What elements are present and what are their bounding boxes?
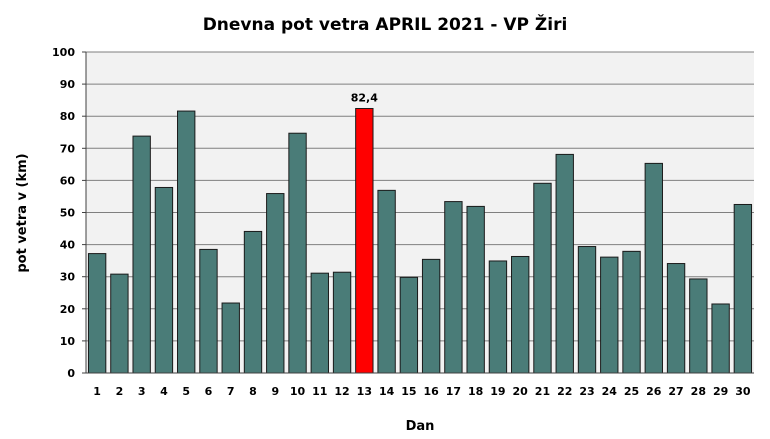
bar [622, 250, 641, 374]
x-tick-label: 7 [227, 385, 235, 398]
x-tick-label: 27 [668, 385, 683, 398]
bar [399, 276, 419, 374]
x-tick-label: 24 [602, 385, 618, 398]
x-tick-label: 13 [357, 385, 372, 398]
bar [87, 253, 107, 374]
x-tick-label: 17 [446, 385, 461, 398]
bar [221, 302, 240, 374]
bar [600, 256, 619, 374]
bar [555, 153, 574, 374]
data-label: 82,4 [351, 91, 378, 104]
bar [310, 272, 329, 374]
y-tick-label: 30 [60, 271, 76, 284]
bar [177, 110, 196, 374]
y-tick-label: 40 [60, 239, 76, 252]
y-axis-ticks: 0 10 20 30 40 50 60 70 80 90 100 [52, 46, 754, 380]
x-tick-label: 9 [271, 385, 279, 398]
bar [132, 135, 151, 374]
y-tick-label: 0 [67, 367, 75, 380]
bar [266, 193, 285, 374]
y-tick-label: 100 [52, 46, 75, 59]
y-tick-label: 10 [60, 335, 76, 348]
y-axis-title: pot vetra v (km) [15, 153, 30, 272]
x-tick-label: 3 [138, 385, 146, 398]
x-tick-label: 28 [691, 385, 706, 398]
y-tick-label: 20 [60, 303, 76, 316]
x-tick-label: 5 [182, 385, 190, 398]
x-tick-label: 22 [557, 385, 572, 398]
y-tick-label: 90 [60, 78, 76, 91]
x-axis-ticks: 1 2 3 4 5 6 7 8 9 10 11 12 13 14 15 16 17 18 19 20 21 22 23 24 2… [93, 385, 751, 398]
bar [421, 258, 441, 374]
x-tick-label: 14 [379, 385, 395, 398]
x-tick-label: 12 [334, 385, 349, 398]
bar [288, 132, 307, 374]
bar [644, 162, 663, 374]
bar [577, 246, 597, 374]
x-tick-label: 1 [93, 385, 101, 398]
bar [711, 303, 730, 374]
x-tick-label: 11 [312, 385, 327, 398]
x-tick-label: 8 [249, 385, 257, 398]
bar [511, 255, 530, 374]
x-tick-label: 23 [579, 385, 594, 398]
bar [689, 278, 708, 374]
bar [377, 189, 396, 374]
x-tick-label: 2 [116, 385, 124, 398]
x-tick-label: 25 [624, 385, 639, 398]
x-tick-label: 20 [513, 385, 529, 398]
bar [666, 263, 686, 374]
x-tick-label: 4 [160, 385, 168, 398]
bar [466, 205, 485, 374]
bar [444, 201, 463, 374]
y-tick-label: 50 [60, 207, 76, 220]
x-tick-label: 21 [535, 385, 550, 398]
x-tick-label: 15 [401, 385, 416, 398]
bar [154, 186, 174, 374]
x-tick-label: 6 [205, 385, 213, 398]
x-tick-label: 26 [646, 385, 662, 398]
x-tick-label: 18 [468, 385, 483, 398]
x-tick-label: 10 [290, 385, 306, 398]
bar [533, 182, 552, 374]
bar [199, 248, 218, 374]
gridlines [86, 51, 754, 374]
y-tick-label: 60 [60, 174, 76, 187]
x-tick-label: 19 [490, 385, 505, 398]
x-tick-label: 30 [735, 385, 751, 398]
x-tick-label: 16 [423, 385, 439, 398]
x-axis-title: Dan [406, 419, 435, 434]
data-labels: 82,4 [351, 91, 378, 104]
bar [355, 107, 374, 374]
bar [243, 230, 263, 374]
bar [733, 203, 753, 374]
y-tick-label: 70 [60, 142, 76, 155]
x-tick-label: 29 [713, 385, 728, 398]
bar [110, 273, 129, 374]
y-tick-label: 80 [60, 110, 76, 123]
chart-title: Dnevna pot vetra APRIL 2021 - VP Žiri [203, 13, 568, 35]
bar [332, 271, 352, 374]
bar [488, 260, 508, 374]
